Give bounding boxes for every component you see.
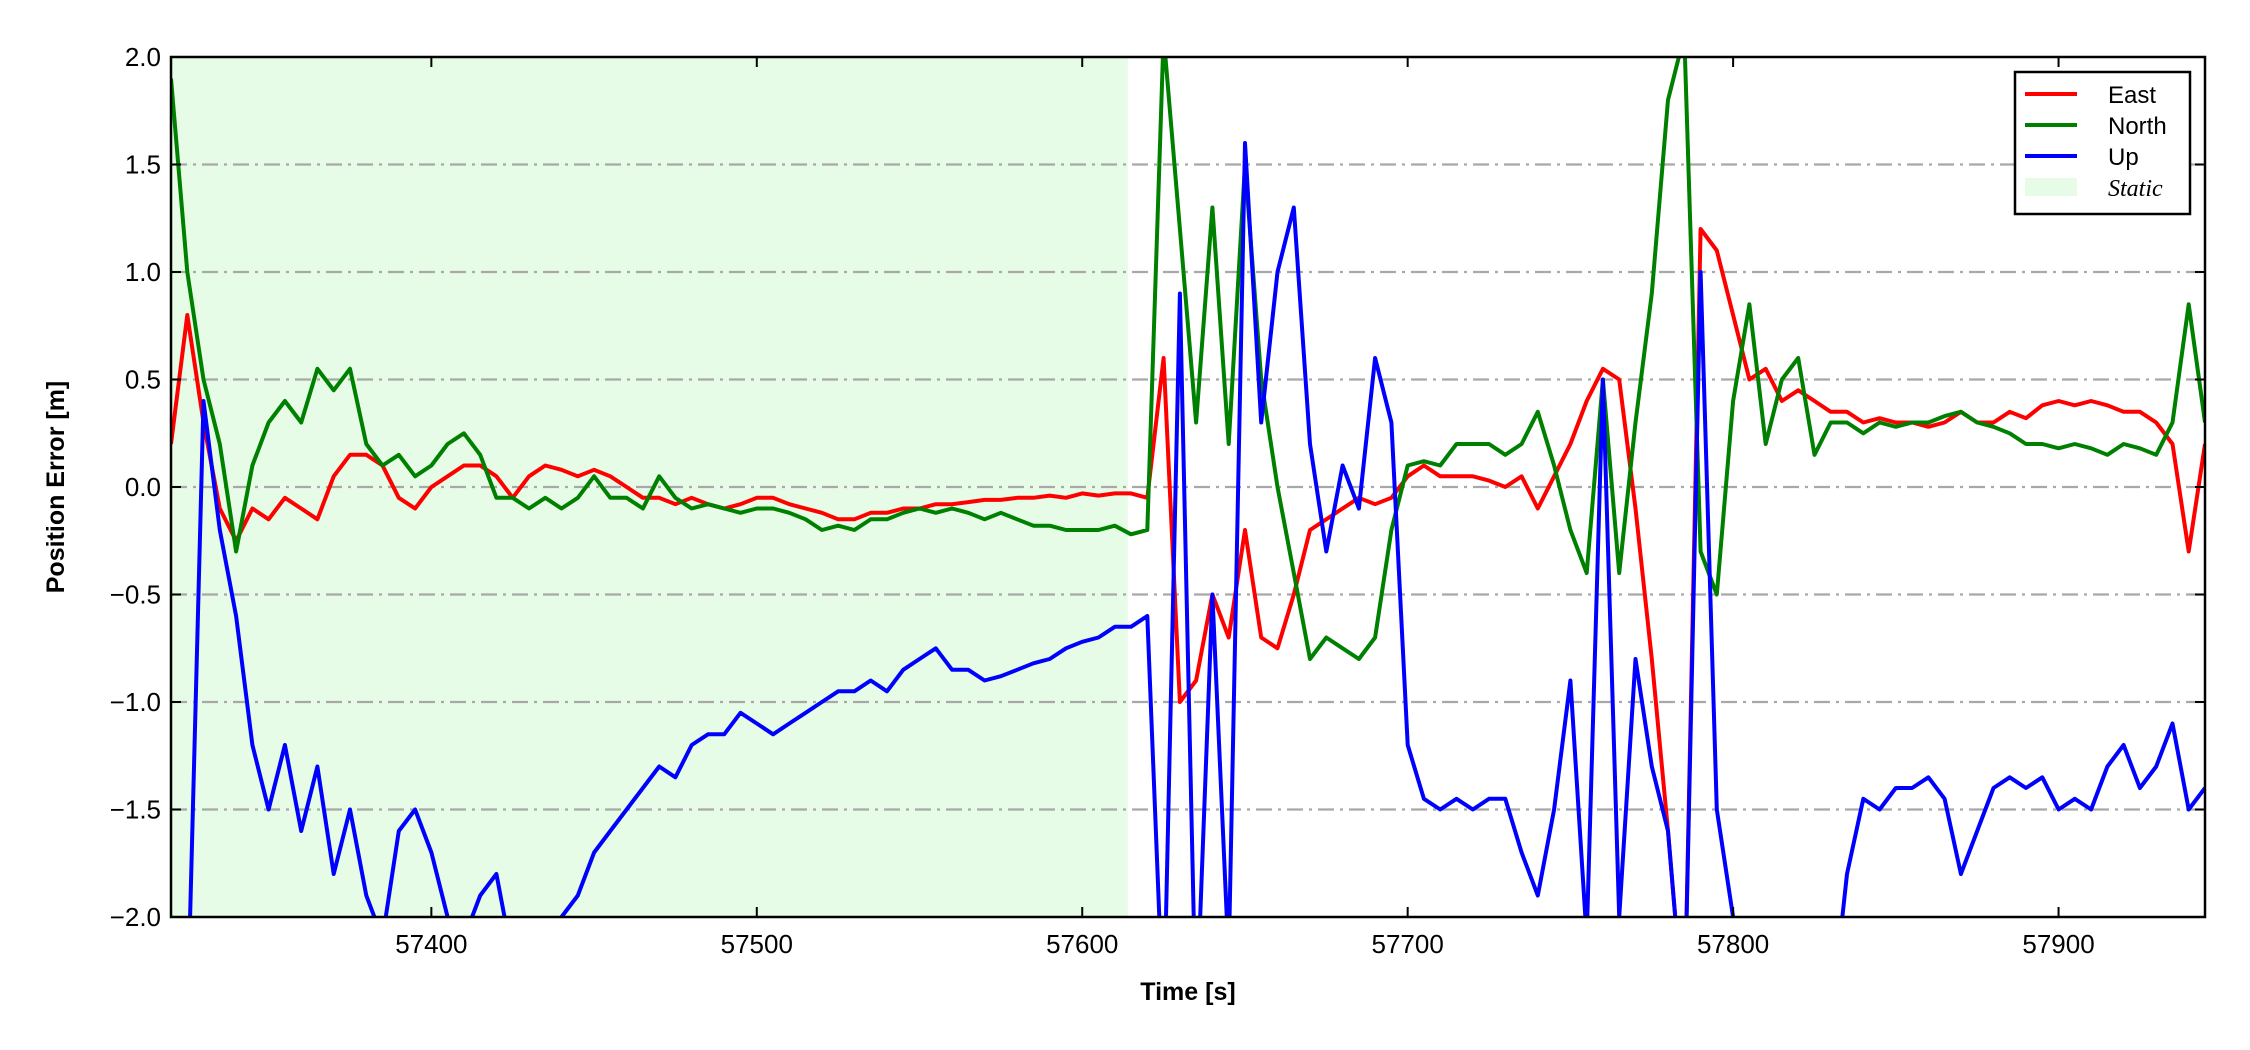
y-tick-label: 2.0 xyxy=(125,42,161,72)
legend-label: Up xyxy=(2108,144,2139,171)
series-line xyxy=(171,57,2205,661)
x-axis-label: Time [s] xyxy=(1140,978,1235,1006)
x-tick-label: 57800 xyxy=(1697,929,1769,959)
series-line xyxy=(188,141,2205,917)
x-tick-label: 57400 xyxy=(395,929,467,959)
y-tick-label: −2.0 xyxy=(110,902,161,932)
x-tick-label: 57500 xyxy=(721,929,793,959)
y-tick-label: −1.0 xyxy=(110,687,161,717)
y-tick-label: −0.5 xyxy=(110,580,161,610)
legend-swatch xyxy=(2025,178,2077,196)
y-tick-label: 1.0 xyxy=(125,257,161,287)
x-tick-label: 57700 xyxy=(1372,929,1444,959)
y-axis-label: Position Error [m] xyxy=(42,381,70,594)
y-tick-label: 0.0 xyxy=(125,472,161,502)
series-lines xyxy=(171,57,2205,917)
x-tick-label: 57900 xyxy=(2022,929,2094,959)
legend: East North Up Static xyxy=(2013,70,2192,216)
x-tick-label: 57600 xyxy=(1046,929,1118,959)
legend-label: East xyxy=(2108,82,2156,109)
y-tick-label: 1.5 xyxy=(125,150,161,180)
legend-label: Static xyxy=(2108,176,2163,202)
y-tick-label: −1.5 xyxy=(110,795,161,825)
legend-label: North xyxy=(2108,113,2167,140)
axes: −2.0 −1.5 −1.0 −0.5 0.0 0.5 1.0 1.5 2.0 57400 5750… xyxy=(110,42,2207,959)
y-tick-label: 0.5 xyxy=(125,365,161,395)
plot-frame xyxy=(169,55,2207,919)
